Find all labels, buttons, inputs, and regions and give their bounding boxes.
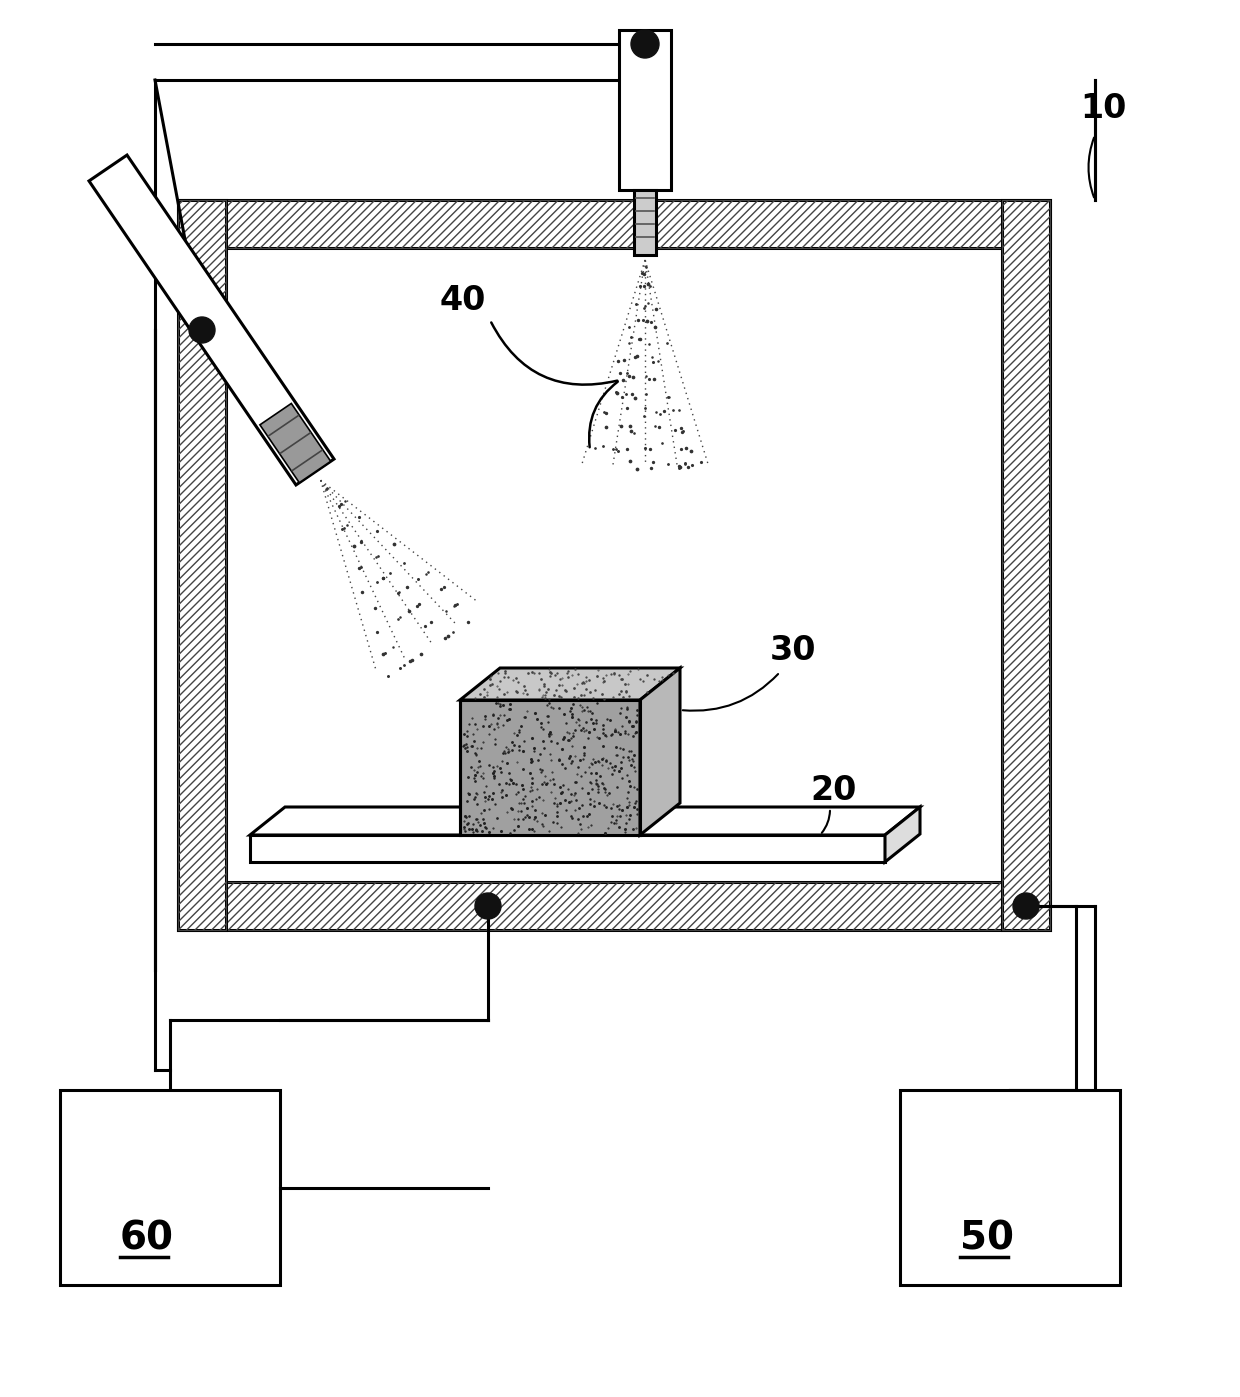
- Text: 40: 40: [440, 284, 486, 317]
- Bar: [1002, 200, 1050, 930]
- Text: 10: 10: [1080, 92, 1126, 124]
- Text: 50: 50: [960, 1220, 1014, 1259]
- Bar: [260, 404, 331, 483]
- Bar: [226, 249, 1002, 882]
- Text: 30: 30: [770, 634, 816, 666]
- Circle shape: [188, 317, 215, 344]
- Bar: [179, 882, 1050, 930]
- Text: 60: 60: [120, 1220, 174, 1259]
- Bar: [179, 882, 1050, 930]
- Bar: [250, 835, 885, 862]
- Circle shape: [1013, 893, 1039, 919]
- Polygon shape: [250, 807, 920, 835]
- Bar: [460, 700, 640, 835]
- Polygon shape: [640, 668, 680, 835]
- Bar: [634, 190, 656, 256]
- Text: 20: 20: [810, 774, 857, 807]
- Bar: [89, 155, 334, 485]
- Bar: [1002, 200, 1050, 930]
- Bar: [619, 29, 671, 190]
- Bar: [900, 1090, 1120, 1285]
- Bar: [179, 200, 226, 930]
- Circle shape: [475, 893, 501, 919]
- Bar: [60, 1090, 280, 1285]
- Bar: [179, 200, 1050, 249]
- Bar: [179, 200, 1050, 249]
- Polygon shape: [885, 807, 920, 862]
- Bar: [179, 200, 226, 930]
- Circle shape: [631, 29, 658, 59]
- Polygon shape: [460, 668, 680, 700]
